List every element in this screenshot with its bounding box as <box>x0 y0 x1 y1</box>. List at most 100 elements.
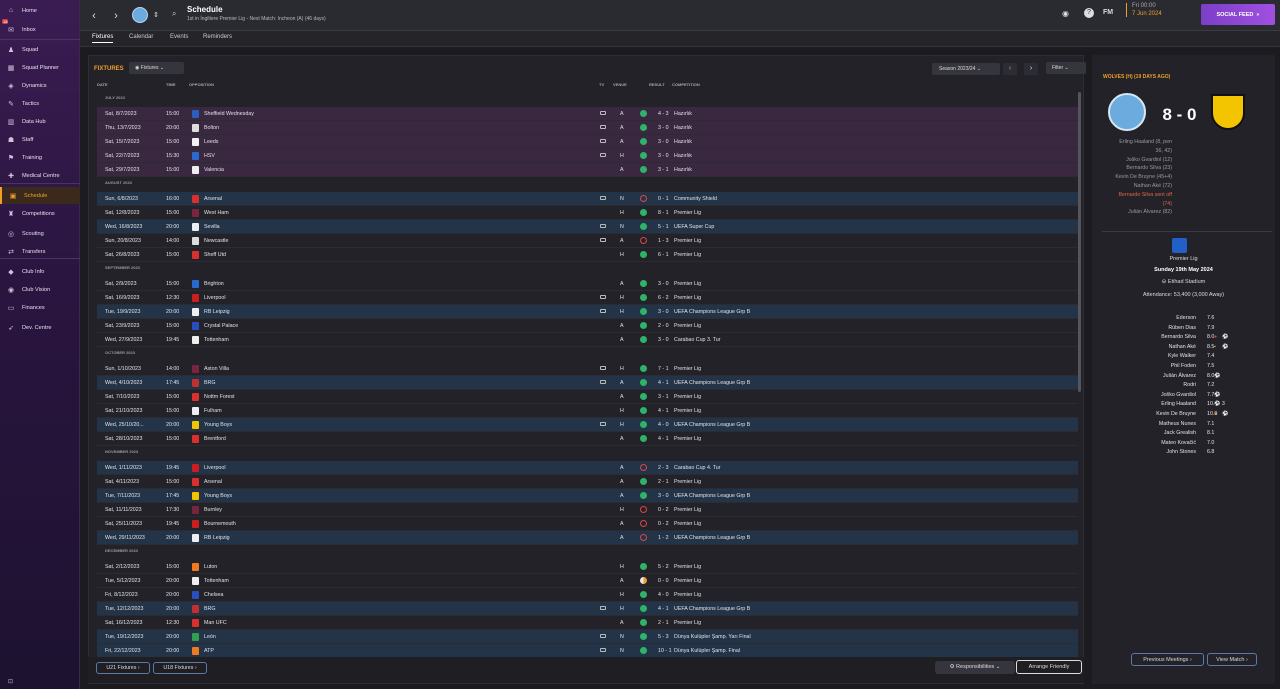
opponent-crest[interactable] <box>192 633 199 641</box>
fixture-competition[interactable]: Premier Lig <box>674 210 702 216</box>
fixture-row[interactable]: Fri, 22/12/2023 20:00 ATP N 10 - 1 Dünya Kulü… <box>97 644 1078 658</box>
opponent-crest[interactable] <box>192 336 199 344</box>
fixture-score[interactable]: 4 - 1 <box>658 606 669 612</box>
fixture-score[interactable]: 8 - 1 <box>658 210 669 216</box>
opponent-crest[interactable] <box>192 152 199 160</box>
opponent-name[interactable]: BRG <box>204 380 216 386</box>
opponent-crest[interactable] <box>192 393 199 401</box>
fixture-row[interactable]: Sat, 11/11/2023 17:30 Burnley H 0 - 2 Premier… <box>97 503 1078 517</box>
fixture-score[interactable]: 3 - 0 <box>658 493 669 499</box>
opponent-name[interactable]: León <box>204 634 216 640</box>
opponent-name[interactable]: Leeds <box>204 139 219 145</box>
col-tv[interactable]: TV <box>599 82 605 87</box>
fixture-score[interactable]: 4 - 3 <box>658 111 669 117</box>
opponent-name[interactable]: Young Boys <box>204 493 233 499</box>
sidebar-item-squad[interactable]: ♟ Squad <box>0 41 80 58</box>
help-icon[interactable]: ? <box>1084 8 1094 18</box>
fixture-competition[interactable]: UEFA Super Cup <box>674 224 715 230</box>
fixture-competition[interactable]: UEFA Champions League Grp B <box>674 422 751 428</box>
player-name[interactable]: Phil Foden <box>1170 363 1196 369</box>
season-dropdown[interactable]: Season 2023/24 ⌄ <box>932 63 1000 75</box>
player-hub-icon[interactable]: ⊡ <box>8 679 14 685</box>
fixture-row[interactable]: Sat, 25/11/2023 19:45 Bournemouth A 0 - 2 Pre… <box>97 517 1078 531</box>
opponent-name[interactable]: RB Leipzig <box>204 535 230 541</box>
opponent-name[interactable]: Burnley <box>204 507 222 513</box>
fixture-score[interactable]: 0 - 1 <box>658 196 669 202</box>
player-name[interactable]: Kevin De Bruyne <box>1156 411 1196 417</box>
opponent-name[interactable]: Young Boys <box>204 422 233 428</box>
sidebar-item-club-info[interactable]: ◆ Club Info <box>0 263 80 280</box>
fixture-competition[interactable]: Dünya Kulüpler Şamp. Final <box>674 648 740 654</box>
player-name[interactable]: Kyle Walker <box>1167 353 1196 360</box>
fixture-competition[interactable]: Premier Lig <box>674 436 702 442</box>
sidebar-item-schedule[interactable]: ▣ Schedule <box>0 187 80 204</box>
sidebar-item-competitions[interactable]: ♜ Competitions <box>0 205 80 222</box>
sidebar-item-inbox[interactable]: ✉ 18 Inbox <box>0 19 80 38</box>
opponent-crest[interactable] <box>192 251 199 259</box>
fixture-score[interactable]: 1 - 3 <box>658 238 669 244</box>
fixture-row[interactable]: Fri, 8/12/2023 20:00 Chelsea H 4 - 0 Premier … <box>97 588 1078 602</box>
view-match-button[interactable]: View Match › <box>1207 653 1257 666</box>
fixture-row[interactable]: Sat, 28/10/2023 15:00 Brentford A 4 - 1 Premi… <box>97 432 1078 446</box>
opponent-crest[interactable] <box>192 195 199 203</box>
away-team-crest[interactable] <box>1211 94 1245 130</box>
fixture-row[interactable]: Wed, 29/11/2023 20:00 RB Leipzig A 1 - 2 UEFA… <box>97 531 1078 545</box>
fixture-row[interactable]: Sat, 21/10/2023 15:00 Fulham H 4 - 1 Premier … <box>97 404 1078 418</box>
player-name[interactable]: Ederson <box>1176 315 1196 321</box>
u21-fixtures-button[interactable]: U21 Fixtures › <box>96 662 150 674</box>
fixture-score[interactable]: 0 - 2 <box>658 507 669 513</box>
fixture-score[interactable]: 2 - 1 <box>658 479 669 485</box>
fixture-row[interactable]: Tue, 7/11/2023 17:45 Young Boys A 3 - 0 UEFA … <box>97 489 1078 503</box>
player-name[interactable]: Bernardo Silva <box>1161 334 1196 341</box>
tab-calendar[interactable]: Calendar <box>129 34 154 40</box>
opponent-crest[interactable] <box>192 435 199 443</box>
fixture-score[interactable]: 3 - 0 <box>658 139 669 145</box>
fixture-competition[interactable]: UEFA Champions League Grp B <box>674 493 751 499</box>
fixture-competition[interactable]: Carabao Cup 3. Tur <box>674 337 721 343</box>
fixture-competition[interactable]: Premier Lig <box>674 507 702 513</box>
opponent-name[interactable]: Nottm Forest <box>204 394 235 400</box>
fixture-competition[interactable]: Premier Lig <box>674 323 702 329</box>
sidebar-item-tactics[interactable]: ✎ Tactics <box>0 95 80 112</box>
col-time[interactable]: TIME <box>166 82 176 87</box>
opponent-crest[interactable] <box>192 138 199 146</box>
fixture-score[interactable]: 2 - 1 <box>658 620 669 626</box>
opponent-crest[interactable] <box>192 223 199 231</box>
fixture-score[interactable]: 3 - 1 <box>658 167 669 173</box>
opponent-name[interactable]: Liverpool <box>204 295 226 301</box>
opponent-crest[interactable] <box>192 577 199 585</box>
opponent-crest[interactable] <box>192 166 199 174</box>
fixture-row[interactable]: Sat, 22/7/2023 15:30 HSV H 3 - 0 Hazırlık <box>97 149 1078 163</box>
next-season-button[interactable]: › <box>1024 63 1038 75</box>
opponent-crest[interactable] <box>192 124 199 132</box>
fixture-row[interactable]: Sun, 20/8/2023 14:00 Newcastle A 1 - 3 Premie… <box>97 234 1078 248</box>
sidebar-item-finances[interactable]: ▭ Finances <box>0 299 80 316</box>
fixture-competition[interactable]: Premier Lig <box>674 564 702 570</box>
fixture-score[interactable]: 6 - 2 <box>658 295 669 301</box>
opponent-name[interactable]: Fulham <box>204 408 222 414</box>
player-name[interactable]: Rúben Dias <box>1168 324 1196 331</box>
fixture-score[interactable]: 10 - 1 <box>658 648 672 654</box>
opponent-crest[interactable] <box>192 647 199 655</box>
opponent-name[interactable]: BRG <box>204 606 216 612</box>
fixture-competition[interactable]: Hazırlık <box>674 125 692 131</box>
fixture-row[interactable]: Sat, 7/10/2023 15:00 Nottm Forest A 3 - 1 Pre… <box>97 390 1078 404</box>
fixture-row[interactable]: Sat, 23/9/2023 15:00 Crystal Palace A 2 - 0 P… <box>97 319 1078 333</box>
fixture-row[interactable]: Sat, 4/11/2023 15:00 Arsenal A 2 - 1 Premier … <box>97 475 1078 489</box>
opponent-crest[interactable] <box>192 407 199 415</box>
tab-fixtures[interactable]: Fixtures <box>92 34 114 43</box>
sidebar-item-scouting[interactable]: ◎ Scouting <box>0 225 80 242</box>
fixture-row[interactable]: Tue, 19/9/2023 20:00 RB Leipzig H 3 - 0 UEFA … <box>97 305 1078 319</box>
fixture-competition[interactable]: Premier Lig <box>674 620 702 626</box>
sidebar-item-squad-planner[interactable]: ▦ Squad Planner <box>0 59 80 76</box>
opponent-name[interactable]: Brentford <box>204 436 226 442</box>
sidebar-item-club-vision[interactable]: ◉ Club Vision <box>0 281 80 298</box>
previous-meetings-button[interactable]: Previous Meetings › <box>1131 653 1204 666</box>
opponent-name[interactable]: Tottenham <box>204 578 229 584</box>
sidebar-item-dev-centre[interactable]: ➶ Dev. Centre <box>0 319 80 336</box>
fixture-row[interactable]: Wed, 4/10/2023 17:45 BRG A 4 - 1 UEFA Champio… <box>97 376 1078 390</box>
fixture-row[interactable]: Sat, 26/8/2023 15:00 Sheff Utd H 6 - 1 Premie… <box>97 248 1078 262</box>
fixture-score[interactable]: 0 - 0 <box>658 578 669 584</box>
fixture-score[interactable]: 7 - 1 <box>658 366 669 372</box>
sidebar-item-data-hub[interactable]: ▥ Data Hub <box>0 113 80 130</box>
